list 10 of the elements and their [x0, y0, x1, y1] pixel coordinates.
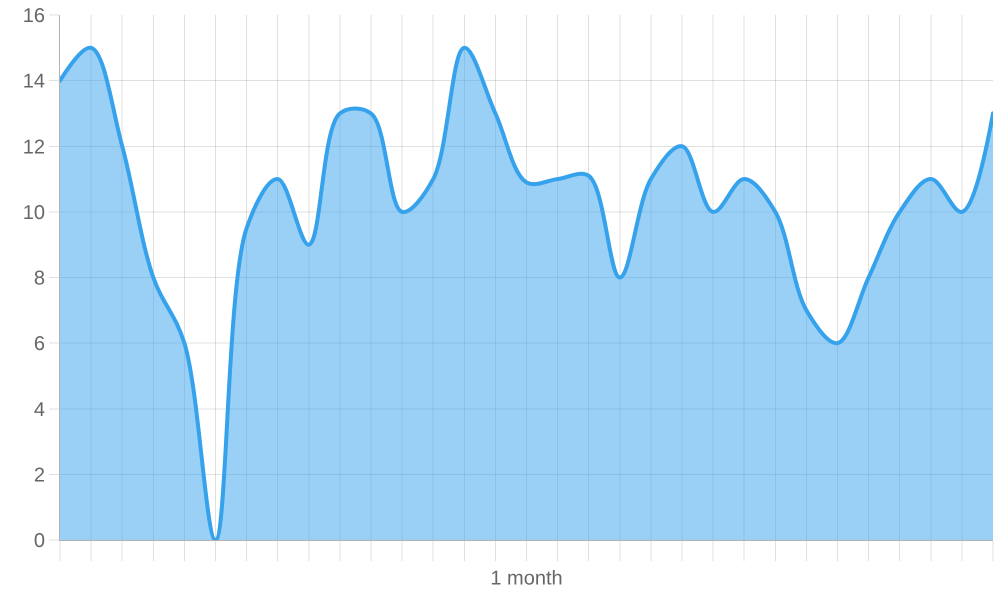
y-tick-label: 2 — [34, 464, 45, 486]
y-tick-label: 6 — [34, 333, 45, 356]
y-tick-label: 8 — [34, 268, 45, 290]
y-tick-label: 0 — [34, 530, 45, 552]
y-tick-label: 10 — [22, 202, 45, 224]
y-tick-label: 4 — [34, 398, 45, 421]
y-tick-label: 14 — [22, 70, 45, 93]
y-tick-label: 12 — [22, 136, 45, 158]
y-tick-label: 16 — [22, 5, 45, 27]
x-axis-title: 1 month — [490, 568, 563, 590]
